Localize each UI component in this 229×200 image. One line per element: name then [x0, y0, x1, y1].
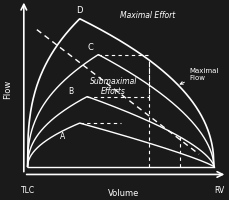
- Text: Submaximal
Efforts: Submaximal Efforts: [90, 77, 137, 96]
- Text: Maximal
Flow: Maximal Flow: [180, 67, 219, 85]
- Text: A: A: [60, 131, 65, 140]
- Text: TLC: TLC: [21, 185, 35, 194]
- Text: Flow: Flow: [3, 80, 12, 99]
- Text: C: C: [88, 43, 94, 52]
- Text: B: B: [68, 87, 73, 96]
- Text: D: D: [76, 6, 83, 15]
- Text: Volume: Volume: [108, 188, 139, 197]
- Text: RV: RV: [214, 185, 224, 194]
- Text: Maximal Effort: Maximal Effort: [120, 11, 175, 20]
